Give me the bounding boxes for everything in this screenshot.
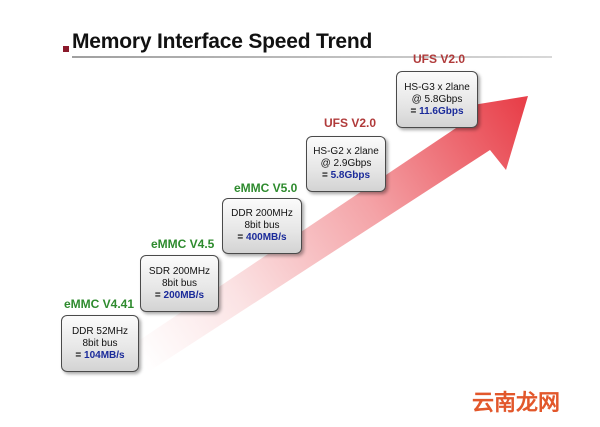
stage-spec-line: DDR 200MHz — [231, 208, 293, 219]
stage-speed: = 400MB/s — [237, 232, 286, 244]
stage-speed: = 5.8Gbps — [322, 170, 370, 182]
stage-spec-line: @ 5.8Gbps — [411, 93, 463, 105]
stage-spec-line: HS-G2 x 2lane — [313, 146, 379, 157]
stage-label-ufs-v2-0-g2: UFS V2.0 — [324, 116, 377, 130]
stage-label-ufs-v2-0-g3: UFS V2.0 — [413, 52, 466, 66]
stage-box-emmc-v4-41: DDR 52MHz 8bit bus = 104MB/s — [61, 315, 139, 372]
speed-prefix: = — [75, 349, 85, 361]
speed-prefix: = — [154, 289, 164, 301]
stage-label-emmc-v5-0: eMMC V5.0 — [234, 181, 298, 195]
speed-prefix: = — [410, 105, 420, 117]
stage-spec-line: HS-G3 x 2lane — [404, 81, 470, 93]
stage-label-emmc-v4-5: eMMC V4.5 — [151, 237, 215, 251]
stage-spec-line: SDR 200MHz — [148, 265, 211, 277]
stage-spec-line: 8bit bus — [161, 277, 198, 289]
speed-value: 400MB/s — [246, 232, 287, 243]
watermark-text: 云南龙网 — [472, 391, 561, 416]
stage-box-emmc-v5-0: DDR 200MHz 8bit bus = 400MB/s — [222, 198, 302, 254]
title-bullet — [63, 46, 69, 52]
speed-prefix: = — [321, 170, 331, 181]
title-underline — [72, 56, 552, 58]
stage-box-ufs-v2-0-g3: HS-G3 x 2lane @ 5.8Gbps = 11.6Gbps — [396, 71, 478, 128]
speed-value: 200MB/s — [163, 289, 205, 301]
speed-prefix: = — [237, 232, 247, 243]
stage-spec-line: DDR 52MHz — [71, 325, 129, 337]
speed-value: 11.6Gbps — [419, 105, 464, 117]
speed-value: 104MB/s — [84, 349, 125, 361]
stage-box-emmc-v4-5: SDR 200MHz 8bit bus = 200MB/s — [140, 255, 219, 312]
stage-label-emmc-v4-41: eMMC V4.41 — [64, 297, 135, 311]
stage-speed: = 200MB/s — [155, 290, 204, 302]
stage-spec-line: 8bit bus — [82, 337, 118, 349]
stage-spec-line: 8bit bus — [244, 220, 280, 231]
stage-speed: = 104MB/s — [75, 350, 124, 362]
stage-speed: = 11.6Gbps — [410, 106, 463, 118]
page-title: Memory Interface Speed Trend — [72, 30, 373, 53]
stage-box-ufs-v2-0-g2: HS-G2 x 2lane @ 2.9Gbps = 5.8Gbps — [306, 136, 386, 192]
speed-value: 5.8Gbps — [330, 170, 371, 181]
stage-spec-line: @ 2.9Gbps — [320, 158, 372, 169]
